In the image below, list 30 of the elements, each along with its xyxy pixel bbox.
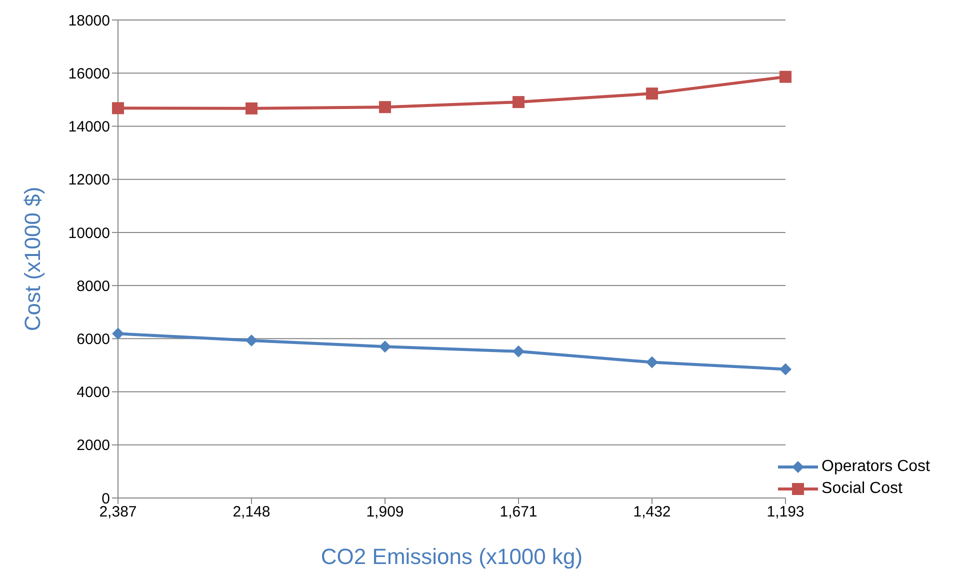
x-tick-label: 1,193 bbox=[766, 504, 804, 521]
x-tick-label: 1,432 bbox=[633, 504, 671, 521]
y-tick-label: 14000 bbox=[68, 118, 110, 136]
point bbox=[246, 334, 258, 347]
y-tick-label: 18000 bbox=[68, 12, 110, 30]
point bbox=[646, 356, 658, 368]
point bbox=[780, 363, 792, 376]
y-tick-label: 16000 bbox=[68, 65, 110, 82]
x-axis-title: CO2 Emissions (x1000 kg) bbox=[320, 544, 583, 569]
y-tick-label: 6000 bbox=[76, 330, 110, 348]
point bbox=[512, 345, 525, 358]
y-tick-label: 8000 bbox=[76, 278, 110, 295]
x-tick-label: 2,148 bbox=[232, 504, 270, 521]
y-tick-label: 10000 bbox=[68, 224, 110, 242]
point bbox=[112, 328, 124, 340]
point bbox=[512, 96, 525, 108]
y-tick-label: 2000 bbox=[76, 437, 110, 454]
point bbox=[379, 101, 392, 114]
point bbox=[112, 102, 124, 114]
x-tick-label: 1,671 bbox=[500, 504, 538, 521]
legend-label: Operators Cost bbox=[822, 458, 930, 476]
y-axis-title: Cost (x1000 $) bbox=[20, 186, 45, 332]
point bbox=[379, 340, 392, 353]
point bbox=[246, 102, 258, 114]
x-tick-label: 1,909 bbox=[366, 504, 404, 521]
y-tick-label: 12000 bbox=[68, 172, 110, 189]
point bbox=[646, 88, 658, 100]
y-tick-label: 4000 bbox=[76, 384, 110, 402]
point bbox=[780, 70, 792, 83]
legend-label: Social Cost bbox=[822, 480, 902, 498]
